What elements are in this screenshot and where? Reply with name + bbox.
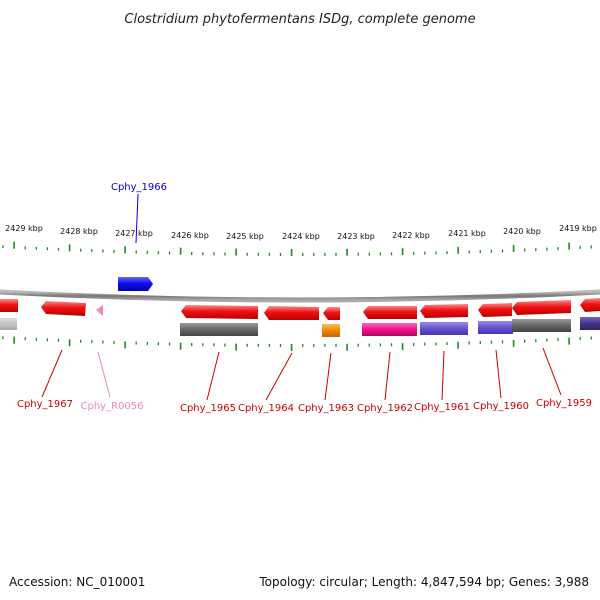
lower-scale-ticks [2,336,592,351]
gene-label-cphy-1961[interactable]: Cphy_1961 [414,402,470,413]
gene-edge-left-arrow[interactable] [0,299,18,312]
cog-category-bars [0,317,600,337]
leader-line-cphy-1959 [542,347,562,396]
gene-leader-lines [41,193,562,401]
cog-bar [420,322,468,335]
kbp-label: 2424 kbp [282,232,320,241]
kbp-label: 2427 kbp [115,229,153,238]
kbp-label: 2429 kbp [5,224,43,233]
kbp-label: 2422 kbp [392,231,430,240]
gene-edge-right-arrow[interactable] [580,298,600,312]
kbp-label: 2423 kbp [337,232,375,241]
cog-bar [0,318,17,330]
gene-cphy-1959-arrow[interactable] [512,300,571,315]
kbp-label: 2419 kbp [559,224,597,233]
leader-line-cphy-1962 [384,351,391,401]
cog-bar [322,324,340,337]
gene-label-cphy-1963[interactable]: Cphy_1963 [298,403,354,414]
leader-line-cphy-1963 [324,352,332,401]
gene-label-cphy-1959[interactable]: Cphy_1959 [536,398,592,409]
gene-label-cphy-1964[interactable]: Cphy_1964 [238,403,294,414]
cog-bar [180,323,258,336]
kbp-label: 2420 kbp [503,227,541,236]
gene-cphy-1960-arrow[interactable] [478,303,512,317]
gene-cphy-1964-arrow[interactable] [264,306,319,320]
leader-line-cphy-1960 [495,349,502,399]
gene-cphy-1967-arrow[interactable] [41,301,86,316]
map-title: Clostridium phytofermentans ISDg, comple… [124,12,475,27]
kbp-label: 2421 kbp [448,229,486,238]
accession-text: Accession: NC_010001 [9,575,145,589]
gene-label-cphy-1962[interactable]: Cphy_1962 [357,403,413,414]
leader-line-cphy-r0056 [97,351,111,398]
leader-line-cphy-1964 [265,352,293,401]
gene-cphy-1965-arrow[interactable] [181,305,258,319]
genome-backbone [0,289,600,303]
upper-scale-ticks [2,241,592,256]
gene-label-cphy-r0056[interactable]: Cphy_R0056 [81,401,144,412]
kbp-scale-labels: 2429 kbp 2428 kbp 2427 kbp 2426 kbp 2425… [5,224,597,241]
cog-bar [478,321,513,334]
gene-cphy-1963-arrow[interactable] [323,307,340,320]
reverse-strand-genes [0,298,600,320]
leader-line-cphy-1961 [441,350,445,401]
kbp-label: 2426 kbp [171,231,209,240]
gene-label-cphy-1967[interactable]: Cphy_1967 [17,399,73,410]
cog-bar [512,319,571,332]
kbp-label: 2428 kbp [60,227,98,236]
gene-labels: Cphy_1966 Cphy_1967 Cphy_R0056 Cphy_1965… [17,182,592,414]
gene-cphy-1966-arrow[interactable] [118,277,153,291]
leader-line-cphy-1967 [41,349,63,398]
gene-cphy-1962-arrow[interactable] [363,306,417,319]
cog-bar [362,323,417,336]
kbp-label: 2425 kbp [226,232,264,241]
gene-label-cphy-1965[interactable]: Cphy_1965 [180,403,236,414]
leader-line-cphy-1965 [206,351,220,401]
leader-line-cphy-1966 [135,193,139,244]
gene-cphy-r0056-arrow[interactable] [96,305,103,316]
topology-stats-text: Topology: circular; Length: 4,847,594 bp… [258,575,589,589]
gene-label-cphy-1960[interactable]: Cphy_1960 [473,401,529,412]
cog-bar [580,317,600,330]
gene-cphy-1961-arrow[interactable] [420,304,468,318]
gene-label-cphy-1966[interactable]: Cphy_1966 [111,182,167,193]
